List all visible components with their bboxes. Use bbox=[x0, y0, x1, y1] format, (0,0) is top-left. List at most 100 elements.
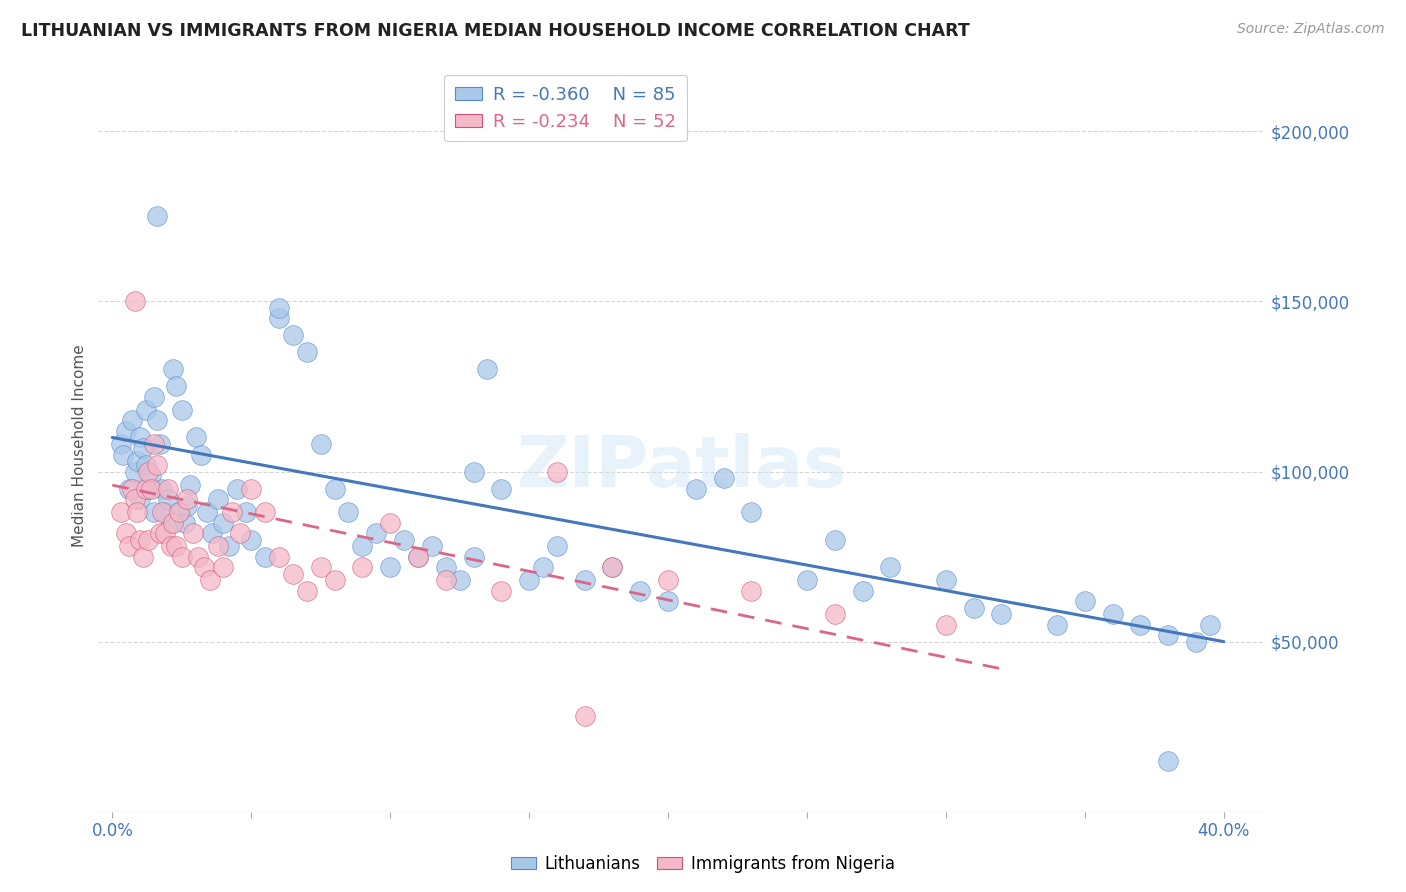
Point bbox=[990, 607, 1012, 622]
Point bbox=[1129, 617, 1152, 632]
Legend: Lithuanians, Immigrants from Nigeria: Lithuanians, Immigrants from Nigeria bbox=[505, 848, 901, 880]
Point bbox=[796, 574, 818, 588]
Point bbox=[187, 549, 209, 564]
Point bbox=[146, 413, 169, 427]
Point bbox=[602, 559, 624, 574]
Point bbox=[352, 540, 374, 554]
Point bbox=[135, 403, 157, 417]
Point bbox=[824, 607, 846, 622]
Point bbox=[309, 559, 332, 574]
Point bbox=[546, 540, 568, 554]
Point bbox=[1046, 617, 1069, 632]
Point bbox=[657, 574, 679, 588]
Point bbox=[235, 505, 257, 519]
Point bbox=[218, 540, 240, 554]
Point bbox=[267, 549, 290, 564]
Point bbox=[366, 525, 388, 540]
Point bbox=[281, 328, 304, 343]
Point bbox=[165, 379, 187, 393]
Point bbox=[124, 491, 146, 506]
Point bbox=[267, 301, 290, 316]
Point bbox=[153, 525, 176, 540]
Point bbox=[162, 362, 184, 376]
Point bbox=[740, 583, 762, 598]
Point bbox=[143, 505, 166, 519]
Point bbox=[434, 574, 457, 588]
Point bbox=[181, 525, 204, 540]
Point bbox=[207, 491, 229, 506]
Point bbox=[195, 505, 218, 519]
Point bbox=[323, 482, 346, 496]
Point bbox=[150, 482, 173, 496]
Point bbox=[254, 549, 277, 564]
Point bbox=[713, 471, 735, 485]
Point bbox=[463, 465, 485, 479]
Point bbox=[156, 482, 179, 496]
Point bbox=[124, 294, 146, 309]
Point bbox=[184, 430, 207, 444]
Point bbox=[1074, 594, 1097, 608]
Point bbox=[167, 505, 190, 519]
Point bbox=[352, 559, 374, 574]
Point bbox=[170, 403, 193, 417]
Point bbox=[118, 482, 141, 496]
Point bbox=[201, 525, 224, 540]
Point bbox=[491, 482, 513, 496]
Text: LITHUANIAN VS IMMIGRANTS FROM NIGERIA MEDIAN HOUSEHOLD INCOME CORRELATION CHART: LITHUANIAN VS IMMIGRANTS FROM NIGERIA ME… bbox=[21, 22, 970, 40]
Point bbox=[138, 533, 160, 547]
Point bbox=[121, 413, 143, 427]
Point bbox=[449, 574, 471, 588]
Point bbox=[129, 533, 152, 547]
Point bbox=[295, 583, 318, 598]
Point bbox=[1101, 607, 1123, 622]
Point bbox=[1157, 628, 1180, 642]
Point bbox=[176, 491, 198, 506]
Point bbox=[962, 600, 984, 615]
Point bbox=[153, 505, 176, 519]
Point bbox=[935, 574, 957, 588]
Point bbox=[150, 505, 173, 519]
Point bbox=[740, 505, 762, 519]
Point bbox=[179, 478, 201, 492]
Point bbox=[221, 505, 243, 519]
Point bbox=[167, 505, 190, 519]
Point bbox=[463, 549, 485, 564]
Point bbox=[254, 505, 277, 519]
Point bbox=[574, 574, 596, 588]
Point bbox=[323, 574, 346, 588]
Point bbox=[207, 540, 229, 554]
Point bbox=[129, 491, 152, 506]
Text: Source: ZipAtlas.com: Source: ZipAtlas.com bbox=[1237, 22, 1385, 37]
Point bbox=[380, 559, 402, 574]
Point bbox=[602, 559, 624, 574]
Point bbox=[851, 583, 873, 598]
Point bbox=[146, 210, 169, 224]
Point bbox=[110, 505, 132, 519]
Point bbox=[212, 516, 235, 530]
Point bbox=[190, 448, 212, 462]
Point bbox=[628, 583, 651, 598]
Point bbox=[170, 549, 193, 564]
Point bbox=[118, 540, 141, 554]
Point bbox=[121, 482, 143, 496]
Point bbox=[148, 525, 170, 540]
Point bbox=[267, 311, 290, 326]
Point bbox=[115, 525, 138, 540]
Point bbox=[226, 482, 249, 496]
Point bbox=[879, 559, 901, 574]
Point bbox=[135, 458, 157, 472]
Point bbox=[935, 617, 957, 632]
Point bbox=[135, 482, 157, 496]
Point bbox=[240, 482, 263, 496]
Point bbox=[159, 516, 181, 530]
Point bbox=[546, 465, 568, 479]
Point bbox=[685, 482, 707, 496]
Point bbox=[176, 499, 198, 513]
Point bbox=[337, 505, 360, 519]
Point bbox=[491, 583, 513, 598]
Point bbox=[129, 430, 152, 444]
Point bbox=[1157, 754, 1180, 768]
Point bbox=[193, 559, 215, 574]
Point bbox=[132, 441, 155, 455]
Point bbox=[173, 516, 195, 530]
